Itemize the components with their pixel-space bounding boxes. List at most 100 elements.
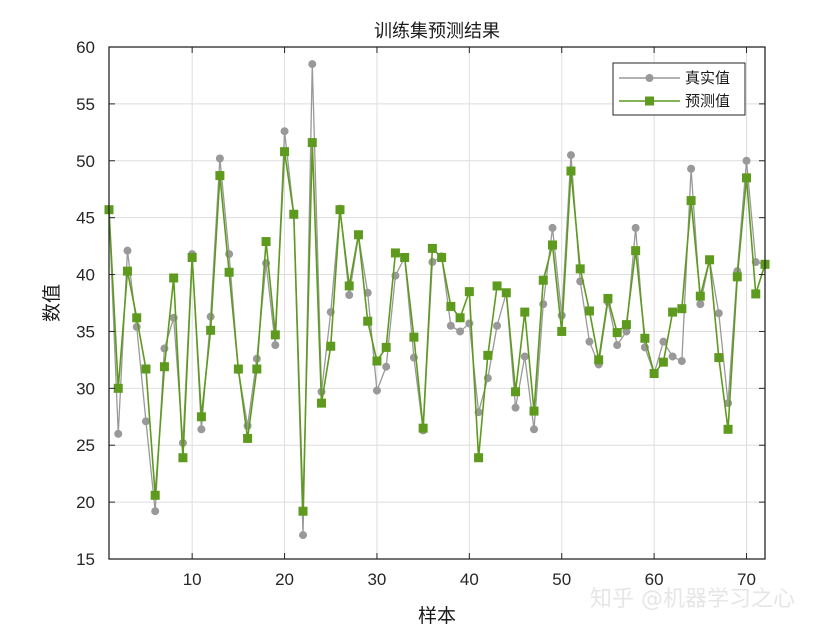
data-point-predicted bbox=[233, 364, 243, 374]
y-tick-label: 15 bbox=[76, 550, 95, 569]
data-point-actual bbox=[206, 312, 215, 321]
data-point-actual bbox=[696, 300, 705, 309]
data-point-predicted bbox=[714, 353, 724, 363]
y-tick-label: 50 bbox=[76, 152, 95, 171]
data-point-predicted bbox=[353, 230, 363, 240]
data-point-predicted bbox=[400, 252, 410, 262]
data-point-actual bbox=[141, 417, 150, 426]
plot-border bbox=[108, 46, 766, 560]
data-point-actual bbox=[677, 357, 686, 366]
data-point-predicted bbox=[206, 325, 216, 335]
data-point-predicted bbox=[289, 209, 299, 219]
data-point-actual bbox=[548, 223, 557, 232]
data-point-predicted bbox=[418, 423, 428, 433]
data-point-predicted bbox=[520, 307, 530, 317]
data-point-predicted bbox=[390, 248, 400, 258]
data-point-actual bbox=[345, 291, 354, 300]
data-point-actual bbox=[659, 337, 668, 346]
data-point-predicted bbox=[215, 171, 225, 181]
y-tick-label: 45 bbox=[76, 209, 95, 228]
y-tick-label: 35 bbox=[76, 322, 95, 341]
x-tick-label: 30 bbox=[367, 570, 386, 589]
legend-label-actual: 真实值 bbox=[685, 69, 730, 87]
y-tick-label: 40 bbox=[76, 266, 95, 285]
data-point-predicted bbox=[344, 281, 354, 291]
data-point-predicted bbox=[409, 332, 419, 342]
plot-area bbox=[109, 47, 765, 559]
data-point-actual bbox=[585, 337, 594, 346]
data-point-predicted bbox=[511, 387, 521, 397]
data-point-predicted bbox=[529, 406, 539, 416]
legend-marker-actual bbox=[645, 74, 654, 82]
data-point-actual bbox=[539, 300, 548, 309]
data-point-predicted bbox=[317, 398, 327, 408]
data-point-predicted bbox=[695, 291, 705, 301]
data-point-predicted bbox=[621, 320, 631, 330]
data-point-predicted bbox=[446, 301, 456, 311]
data-point-actual bbox=[299, 531, 308, 540]
data-point-actual bbox=[372, 386, 381, 395]
data-point-predicted bbox=[501, 288, 511, 298]
x-tick-label: 60 bbox=[645, 570, 664, 589]
data-point-actual bbox=[465, 319, 474, 328]
data-point-predicted bbox=[187, 252, 197, 262]
legend-label-predicted: 预测值 bbox=[685, 92, 730, 110]
x-tick-label: 50 bbox=[552, 570, 571, 589]
legend-box bbox=[612, 62, 746, 116]
data-point-predicted bbox=[547, 240, 557, 250]
data-point-predicted bbox=[363, 316, 373, 326]
data-point-predicted bbox=[159, 362, 169, 372]
data-point-actual bbox=[520, 352, 529, 361]
data-point-predicted bbox=[224, 267, 234, 277]
data-point-actual bbox=[631, 223, 640, 232]
y-axis-label: 数值 bbox=[41, 284, 63, 322]
data-point-actual bbox=[151, 507, 160, 516]
chart-title: 训练集预测结果 bbox=[374, 21, 500, 42]
data-point-predicted bbox=[584, 306, 594, 316]
data-point-actual bbox=[308, 60, 317, 69]
data-point-predicted bbox=[557, 326, 567, 336]
data-point-predicted bbox=[326, 341, 336, 351]
data-point-predicted bbox=[483, 350, 493, 360]
data-point-predicted bbox=[261, 237, 271, 247]
data-point-predicted bbox=[686, 196, 696, 206]
series-line-actual bbox=[108, 63, 766, 536]
data-point-actual bbox=[446, 321, 455, 330]
data-point-predicted bbox=[270, 330, 280, 340]
data-point-actual bbox=[687, 164, 696, 173]
data-point-predicted bbox=[252, 364, 262, 374]
data-point-actual bbox=[215, 154, 224, 163]
data-point-predicted bbox=[381, 342, 391, 352]
watermark: 知乎 @机器学习之心 bbox=[590, 587, 795, 612]
data-point-predicted bbox=[427, 243, 437, 253]
data-point-actual bbox=[382, 362, 391, 371]
data-point-predicted bbox=[612, 328, 622, 338]
data-point-predicted bbox=[640, 333, 650, 343]
data-point-predicted bbox=[603, 293, 613, 303]
data-point-predicted bbox=[122, 266, 132, 276]
data-point-predicted bbox=[751, 289, 761, 299]
legend-marker-predicted bbox=[645, 96, 654, 106]
data-point-predicted bbox=[594, 355, 604, 365]
data-point-predicted bbox=[335, 205, 345, 215]
x-tick-label: 70 bbox=[737, 570, 756, 589]
data-point-predicted bbox=[298, 506, 308, 516]
data-point-predicted bbox=[150, 490, 160, 500]
series-layer bbox=[104, 60, 770, 540]
data-point-actual bbox=[456, 327, 465, 336]
data-point-predicted bbox=[141, 364, 151, 374]
data-point-actual bbox=[530, 425, 539, 434]
data-point-predicted bbox=[243, 433, 253, 443]
ticks: 15 20 25 30 35 40 45 50 55 60 10 20 30 40 50 60 70 bbox=[76, 38, 765, 589]
data-point-predicted bbox=[538, 275, 548, 285]
data-point-actual bbox=[280, 127, 289, 136]
data-point-actual bbox=[197, 425, 206, 434]
data-point-predicted bbox=[566, 166, 576, 176]
data-point-predicted bbox=[169, 273, 179, 283]
data-point-actual bbox=[123, 246, 132, 255]
data-point-predicted bbox=[372, 356, 382, 366]
y-tick-label: 60 bbox=[76, 38, 95, 57]
data-point-predicted bbox=[113, 383, 123, 393]
data-point-actual bbox=[493, 321, 502, 330]
x-tick-label: 10 bbox=[183, 570, 202, 589]
